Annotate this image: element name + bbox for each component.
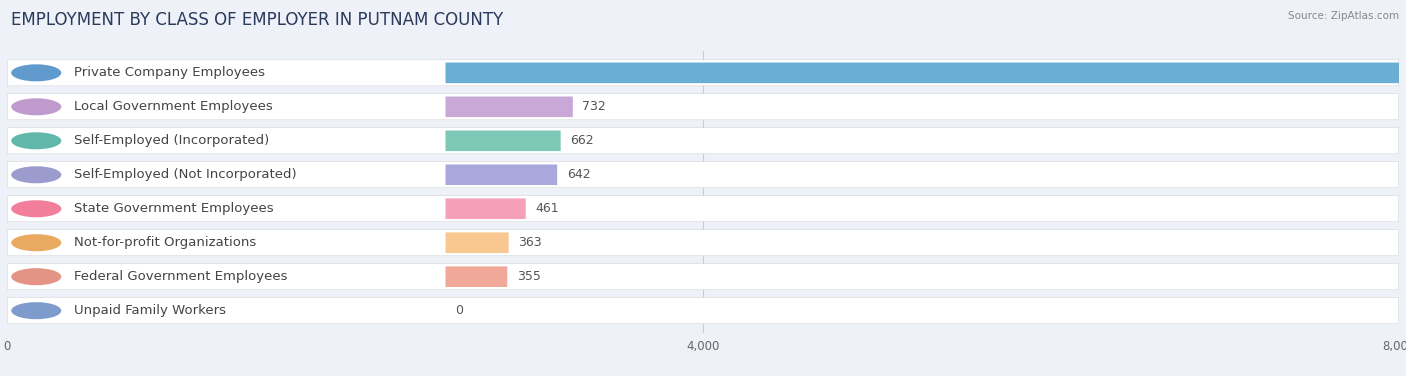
Text: State Government Employees: State Government Employees xyxy=(75,202,274,215)
Ellipse shape xyxy=(11,302,62,319)
Text: Private Company Employees: Private Company Employees xyxy=(75,66,264,79)
FancyBboxPatch shape xyxy=(7,196,1399,222)
Text: 732: 732 xyxy=(582,100,606,113)
Text: 0: 0 xyxy=(456,304,463,317)
FancyBboxPatch shape xyxy=(446,267,508,287)
FancyBboxPatch shape xyxy=(446,97,572,117)
Text: 355: 355 xyxy=(517,270,541,283)
Ellipse shape xyxy=(11,64,62,81)
Text: 461: 461 xyxy=(536,202,560,215)
Text: Unpaid Family Workers: Unpaid Family Workers xyxy=(75,304,226,317)
FancyBboxPatch shape xyxy=(7,230,1399,256)
FancyBboxPatch shape xyxy=(7,128,1399,154)
Ellipse shape xyxy=(11,268,62,285)
Text: Self-Employed (Not Incorporated): Self-Employed (Not Incorporated) xyxy=(75,168,297,181)
Text: 363: 363 xyxy=(519,236,541,249)
Text: Federal Government Employees: Federal Government Employees xyxy=(75,270,287,283)
Ellipse shape xyxy=(11,200,62,217)
FancyBboxPatch shape xyxy=(7,162,1399,188)
FancyBboxPatch shape xyxy=(446,130,561,151)
Text: EMPLOYMENT BY CLASS OF EMPLOYER IN PUTNAM COUNTY: EMPLOYMENT BY CLASS OF EMPLOYER IN PUTNA… xyxy=(11,11,503,29)
FancyBboxPatch shape xyxy=(446,232,509,253)
Text: Local Government Employees: Local Government Employees xyxy=(75,100,273,113)
FancyBboxPatch shape xyxy=(7,298,1399,324)
Ellipse shape xyxy=(11,234,62,251)
Text: 662: 662 xyxy=(571,134,593,147)
FancyBboxPatch shape xyxy=(7,94,1399,120)
Ellipse shape xyxy=(11,132,62,149)
Ellipse shape xyxy=(11,166,62,183)
FancyBboxPatch shape xyxy=(7,60,1399,86)
Text: Self-Employed (Incorporated): Self-Employed (Incorporated) xyxy=(75,134,269,147)
Text: Not-for-profit Organizations: Not-for-profit Organizations xyxy=(75,236,256,249)
FancyBboxPatch shape xyxy=(446,62,1406,83)
FancyBboxPatch shape xyxy=(446,164,557,185)
FancyBboxPatch shape xyxy=(7,264,1399,290)
Text: 642: 642 xyxy=(567,168,591,181)
Ellipse shape xyxy=(11,98,62,115)
FancyBboxPatch shape xyxy=(446,199,526,219)
Text: Source: ZipAtlas.com: Source: ZipAtlas.com xyxy=(1288,11,1399,21)
